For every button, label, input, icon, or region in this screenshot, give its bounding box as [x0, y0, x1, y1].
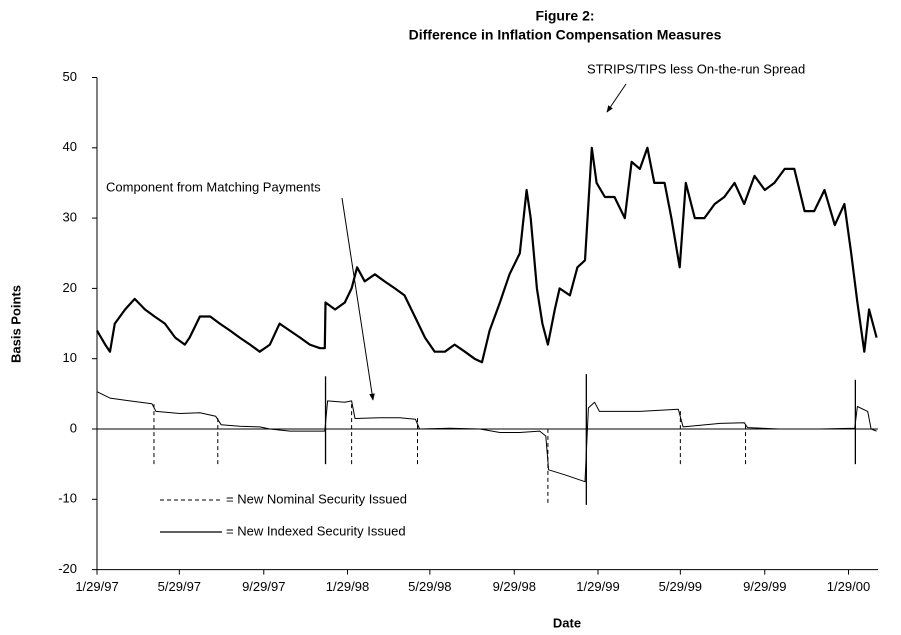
x-tick-label: 9/29/98	[493, 579, 536, 594]
annotation: STRIPS/TIPS less On-the-run Spread	[587, 61, 805, 76]
y-tick-label: 40	[63, 139, 77, 154]
chart-title: Figure 2:	[535, 8, 594, 24]
x-tick-label: 5/29/99	[659, 579, 702, 594]
chart-subtitle: Difference in Inflation Compensation Mea…	[409, 27, 722, 43]
y-tick-label: 0	[70, 420, 77, 435]
series-line	[96, 146, 878, 364]
x-tick-label: 1/29/97	[75, 579, 118, 594]
x-tick-label: 1/29/99	[576, 579, 619, 594]
x-tick-label: 1/29/98	[326, 579, 369, 594]
series-line	[96, 391, 877, 483]
y-tick-label: 50	[63, 69, 77, 84]
x-tick-label: 9/29/99	[743, 579, 786, 594]
y-tick-label: 10	[63, 350, 77, 365]
y-tick-label: 30	[63, 210, 77, 225]
x-tick-label: 5/29/98	[408, 579, 451, 594]
y-tick-label: 20	[63, 280, 77, 295]
annotation: Component from Matching Payments	[106, 179, 321, 194]
y-axis-label: Basis Points	[8, 285, 23, 363]
legend-label: = New Indexed Security Issued	[226, 523, 406, 538]
x-tick-label: 9/29/97	[242, 579, 285, 594]
annotation-arrow	[341, 197, 375, 401]
y-tick-label: -10	[58, 491, 77, 506]
y-tick-label: -20	[58, 561, 77, 576]
x-axis-label: Date	[553, 615, 581, 630]
legend-label: = New Nominal Security Issued	[226, 491, 407, 506]
x-tick-label: 1/29/00	[827, 579, 870, 594]
annotation-arrow	[606, 83, 627, 113]
x-tick-label: 5/29/97	[158, 579, 201, 594]
